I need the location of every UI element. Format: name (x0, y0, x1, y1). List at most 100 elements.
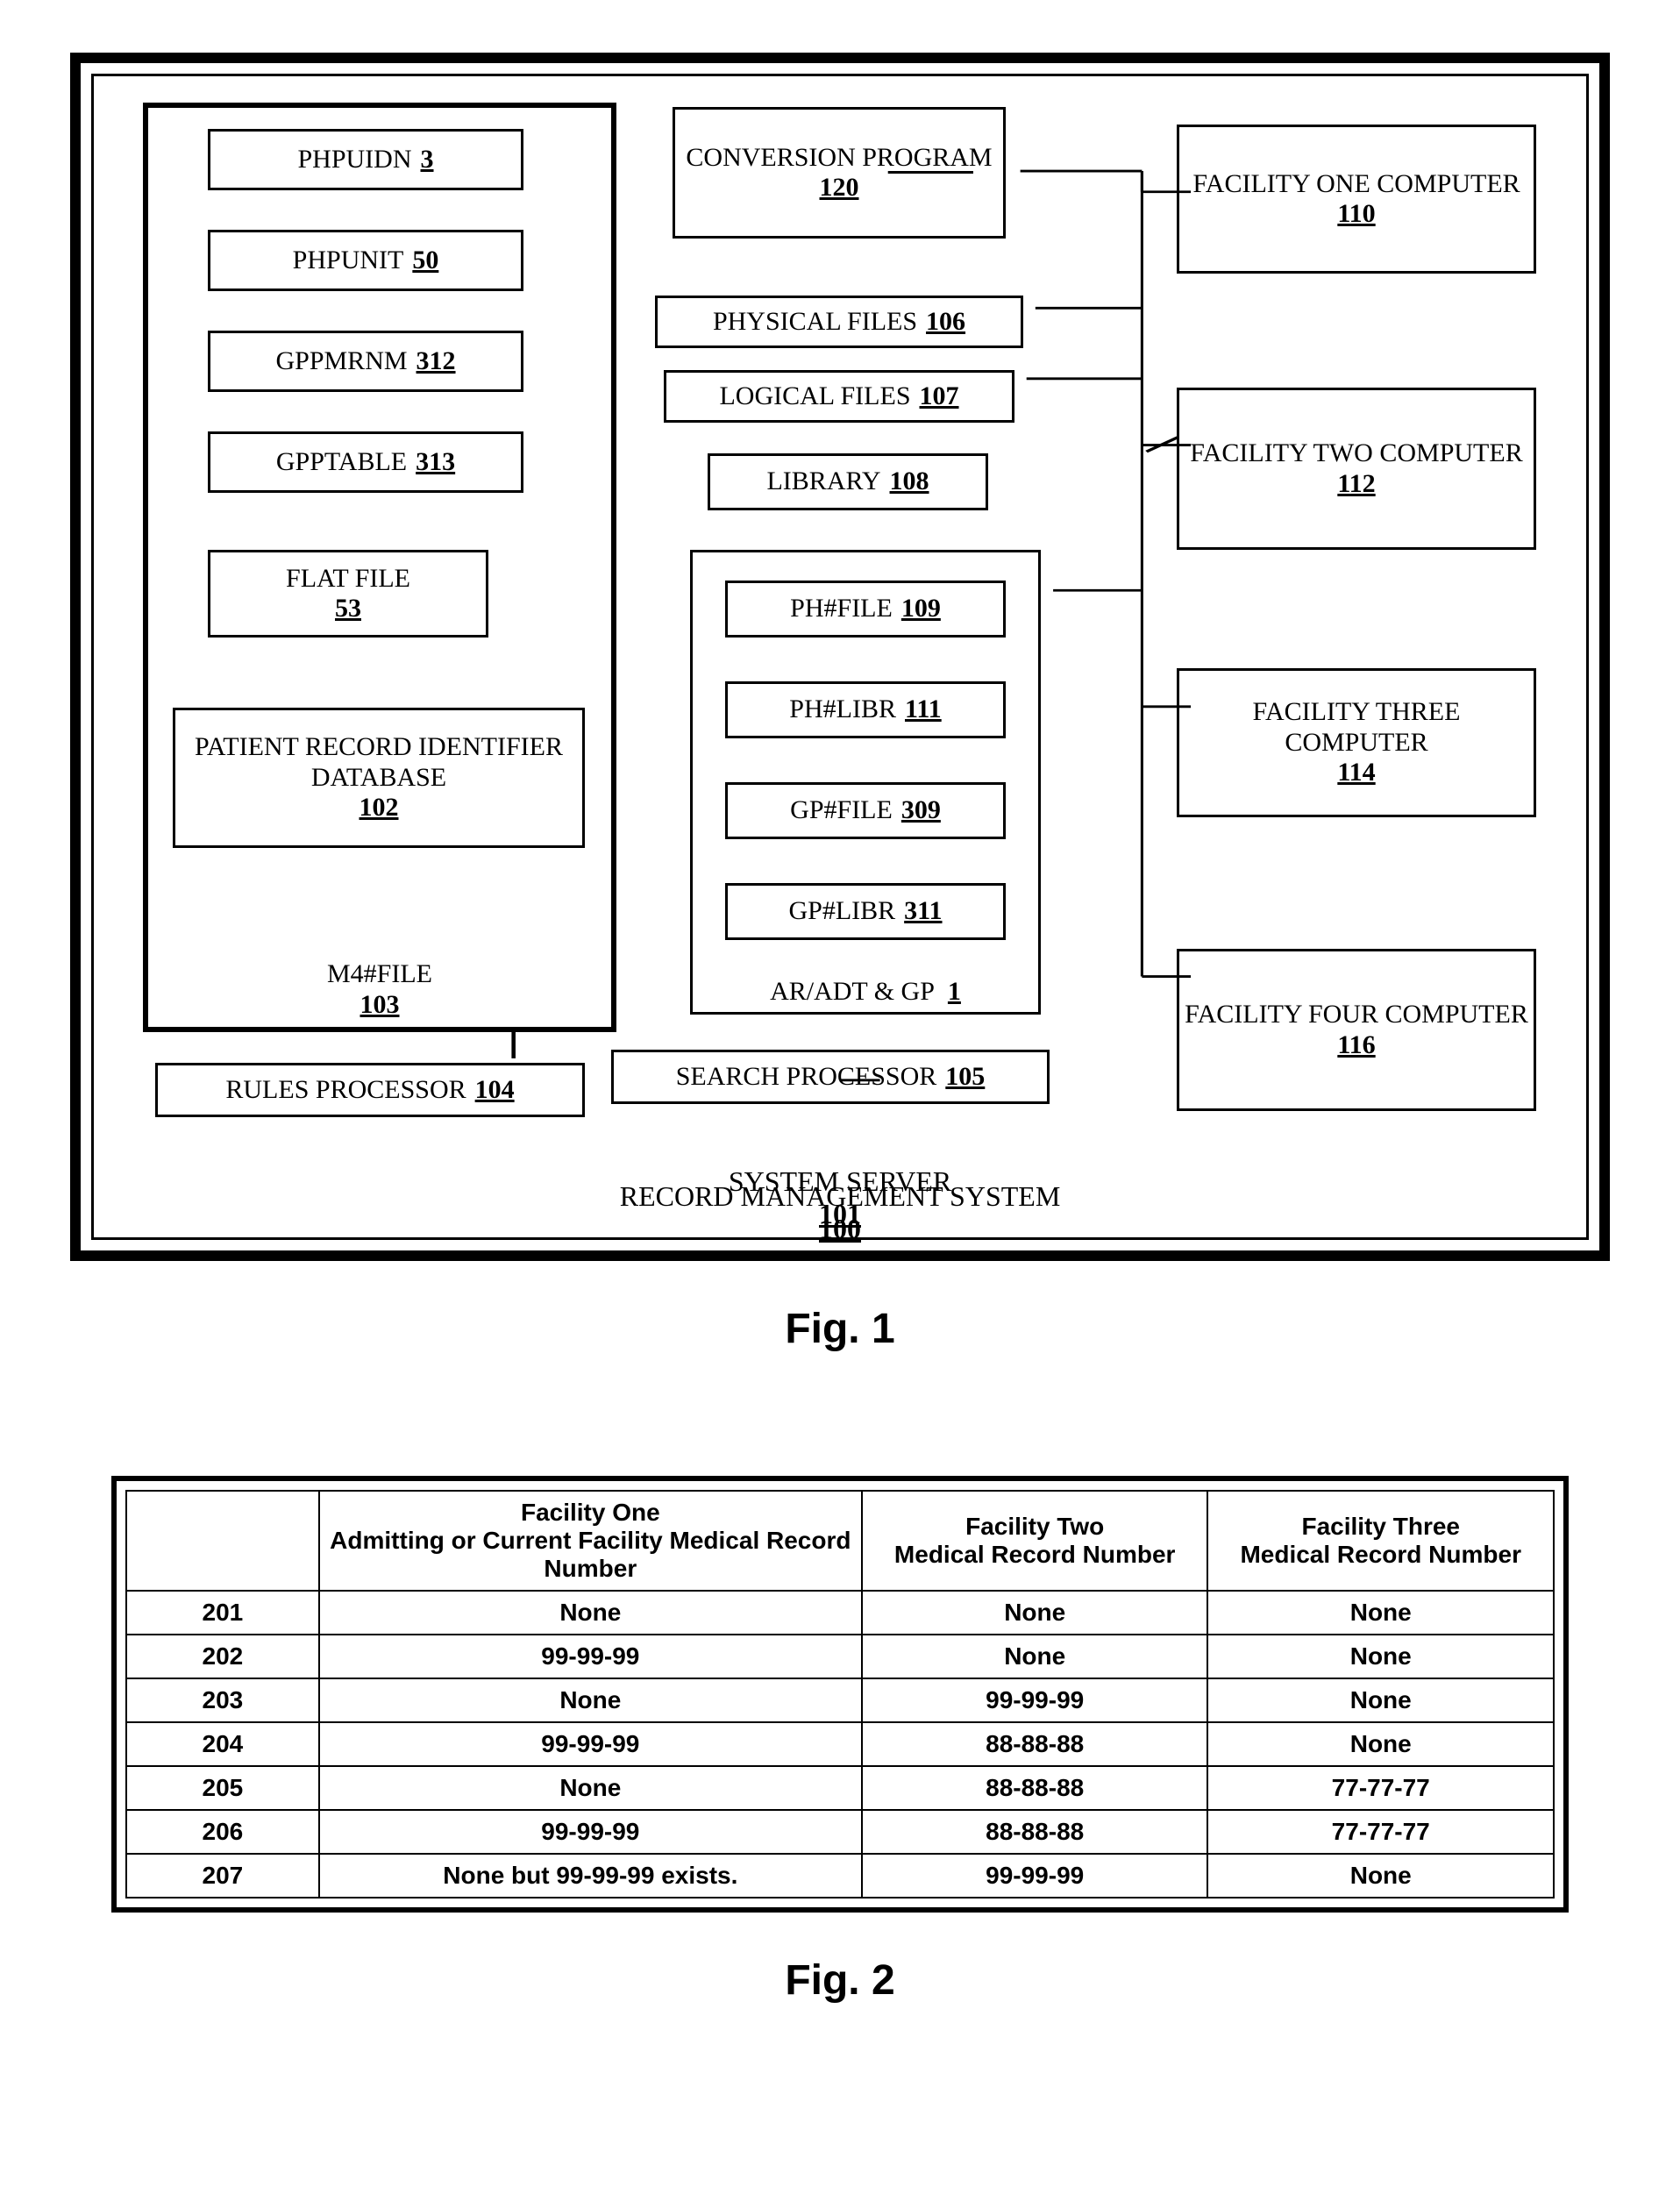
row-key: 206 (126, 1810, 319, 1854)
rules-ref: 104 (475, 1075, 515, 1106)
table-cell: None (319, 1766, 862, 1810)
table-cell: 77-77-77 (1207, 1810, 1554, 1854)
fig2-frame: Facility One Admitting or Current Facili… (111, 1476, 1569, 1913)
table-cell: None (862, 1635, 1208, 1678)
phpunit-box: PHPUNIT 50 (208, 230, 523, 291)
gpfile-label: GP#FILE (790, 795, 893, 826)
table-cell: None (1207, 1635, 1554, 1678)
table-row: 201NoneNoneNone (126, 1591, 1554, 1635)
phlibr-label: PH#LIBR (789, 695, 896, 725)
facility-two-label: FACILITY TWO COMPUTER (1190, 438, 1522, 469)
gpptable-ref: 313 (416, 447, 455, 478)
flatfile-ref: 53 (335, 594, 361, 624)
facility-four-box: FACILITY FOUR COMPUTER 116 (1177, 949, 1536, 1111)
row-key: 203 (126, 1678, 319, 1722)
table-cell: None (319, 1591, 862, 1635)
table-row: 20699-99-9988-88-8877-77-77 (126, 1810, 1554, 1854)
phpuidn-ref: 3 (421, 145, 434, 175)
table-cell: 88-88-88 (862, 1766, 1208, 1810)
flatfile-label: FLAT FILE (286, 564, 410, 595)
table-cell: None (862, 1591, 1208, 1635)
facility-two-ref: 112 (1337, 469, 1375, 500)
row-key: 207 (126, 1854, 319, 1898)
row-key: 204 (126, 1722, 319, 1766)
library-box: LIBRARY 108 (708, 453, 988, 510)
facility-one-box: FACILITY ONE COMPUTER 110 (1177, 125, 1536, 274)
table-cell: None (319, 1678, 862, 1722)
table-cell: 88-88-88 (862, 1810, 1208, 1854)
prid-box: PATIENT RECORD IDENTIFIER DATABASE 102 (173, 708, 585, 848)
m4file-ref: 103 (360, 990, 400, 1019)
prid-ref: 102 (359, 793, 399, 823)
table-row: 20299-99-99NoneNone (126, 1635, 1554, 1678)
gpptable-box: GPPTABLE 313 (208, 431, 523, 493)
rules-box: RULES PROCESSOR 104 (155, 1063, 585, 1117)
table-header-row: Facility One Admitting or Current Facili… (126, 1491, 1554, 1591)
record-management-system-frame: M4#FILE 103 PHPUIDN 3 PHPUNIT 50 GPPMRNM… (70, 53, 1610, 1261)
table-cell: None (1207, 1722, 1554, 1766)
phpuidn-label: PHPUIDN (297, 145, 411, 175)
conversion-ref: 120 (820, 173, 859, 203)
m4file-label: M4#FILE (327, 959, 432, 988)
phfile-label: PH#FILE (790, 594, 893, 624)
table-cell: 99-99-99 (319, 1810, 862, 1854)
physical-box: PHYSICAL FILES 106 (655, 296, 1023, 348)
table-cell: 77-77-77 (1207, 1766, 1554, 1810)
conversion-label: CONVERSION PROGRAM (686, 143, 992, 174)
logical-box: LOGICAL FILES 107 (664, 370, 1014, 423)
facility-three-label: FACILITY THREE COMPUTER (1183, 697, 1530, 758)
table-row: 20499-99-9988-88-88None (126, 1722, 1554, 1766)
gplibr-ref: 311 (904, 896, 942, 927)
table-cell: None (1207, 1678, 1554, 1722)
facility-one-ref: 110 (1337, 199, 1375, 230)
gpfile-box: GP#FILE 309 (725, 782, 1006, 839)
table-cell: None (1207, 1854, 1554, 1898)
rules-label: RULES PROCESSOR (225, 1075, 466, 1106)
facility-four-label: FACILITY FOUR COMPUTER (1185, 1000, 1528, 1030)
gppmrnm-label: GPPMRNM (275, 346, 407, 377)
col2-header: Facility Two Medical Record Number (862, 1491, 1208, 1591)
physical-ref: 106 (926, 307, 965, 338)
library-label: LIBRARY (766, 467, 880, 497)
col0-header (126, 1491, 319, 1591)
gpptable-label: GPPTABLE (276, 447, 407, 478)
gppmrnm-ref: 312 (416, 346, 456, 377)
physical-label: PHYSICAL FILES (713, 307, 917, 338)
row-key: 201 (126, 1591, 319, 1635)
rms-text: RECORD MANAGEMENT SYSTEM (620, 1180, 1061, 1212)
phlibr-box: PH#LIBR 111 (725, 681, 1006, 738)
gplibr-label: GP#LIBR (788, 896, 895, 927)
facility-two-box: FACILITY TWO COMPUTER 112 (1177, 388, 1536, 550)
gppmrnm-box: GPPMRNM 312 (208, 331, 523, 392)
phlibr-ref: 111 (905, 695, 942, 725)
phpuidn-box: PHPUIDN 3 (208, 129, 523, 190)
row-key: 205 (126, 1766, 319, 1810)
facility-one-label: FACILITY ONE COMPUTER (1192, 169, 1520, 200)
col3-header: Facility Three Medical Record Number (1207, 1491, 1554, 1591)
facility-three-ref: 114 (1337, 758, 1375, 788)
table-row: 205None88-88-8877-77-77 (126, 1766, 1554, 1810)
search-label: SEARCH PROCESSOR (676, 1062, 937, 1093)
aradt-label: AR/ADT & GP (770, 977, 935, 1006)
facility-three-box: FACILITY THREE COMPUTER 114 (1177, 668, 1536, 817)
table-cell: 99-99-99 (319, 1635, 862, 1678)
table-cell: None (1207, 1591, 1554, 1635)
table-cell: None but 99-99-99 exists. (319, 1854, 862, 1898)
search-ref: 105 (945, 1062, 985, 1093)
phfile-ref: 109 (901, 594, 941, 624)
rms-ref: 100 (819, 1213, 861, 1244)
phfile-box: PH#FILE 109 (725, 581, 1006, 638)
table-cell: 99-99-99 (862, 1854, 1208, 1898)
table-cell: 88-88-88 (862, 1722, 1208, 1766)
col1-header: Facility One Admitting or Current Facili… (319, 1491, 862, 1591)
table-row: 203None99-99-99None (126, 1678, 1554, 1722)
row-key: 202 (126, 1635, 319, 1678)
fig2-table: Facility One Admitting or Current Facili… (125, 1490, 1555, 1898)
library-ref: 108 (890, 467, 929, 497)
conversion-box: CONVERSION PROGRAM 120 (673, 107, 1006, 239)
table-cell: 99-99-99 (319, 1722, 862, 1766)
flatfile-box: FLAT FILE 53 (208, 550, 488, 638)
logical-label: LOGICAL FILES (719, 381, 910, 412)
rms-caption: RECORD MANAGEMENT SYSTEM 100 (81, 1180, 1599, 1245)
facility-four-ref: 116 (1337, 1030, 1375, 1061)
